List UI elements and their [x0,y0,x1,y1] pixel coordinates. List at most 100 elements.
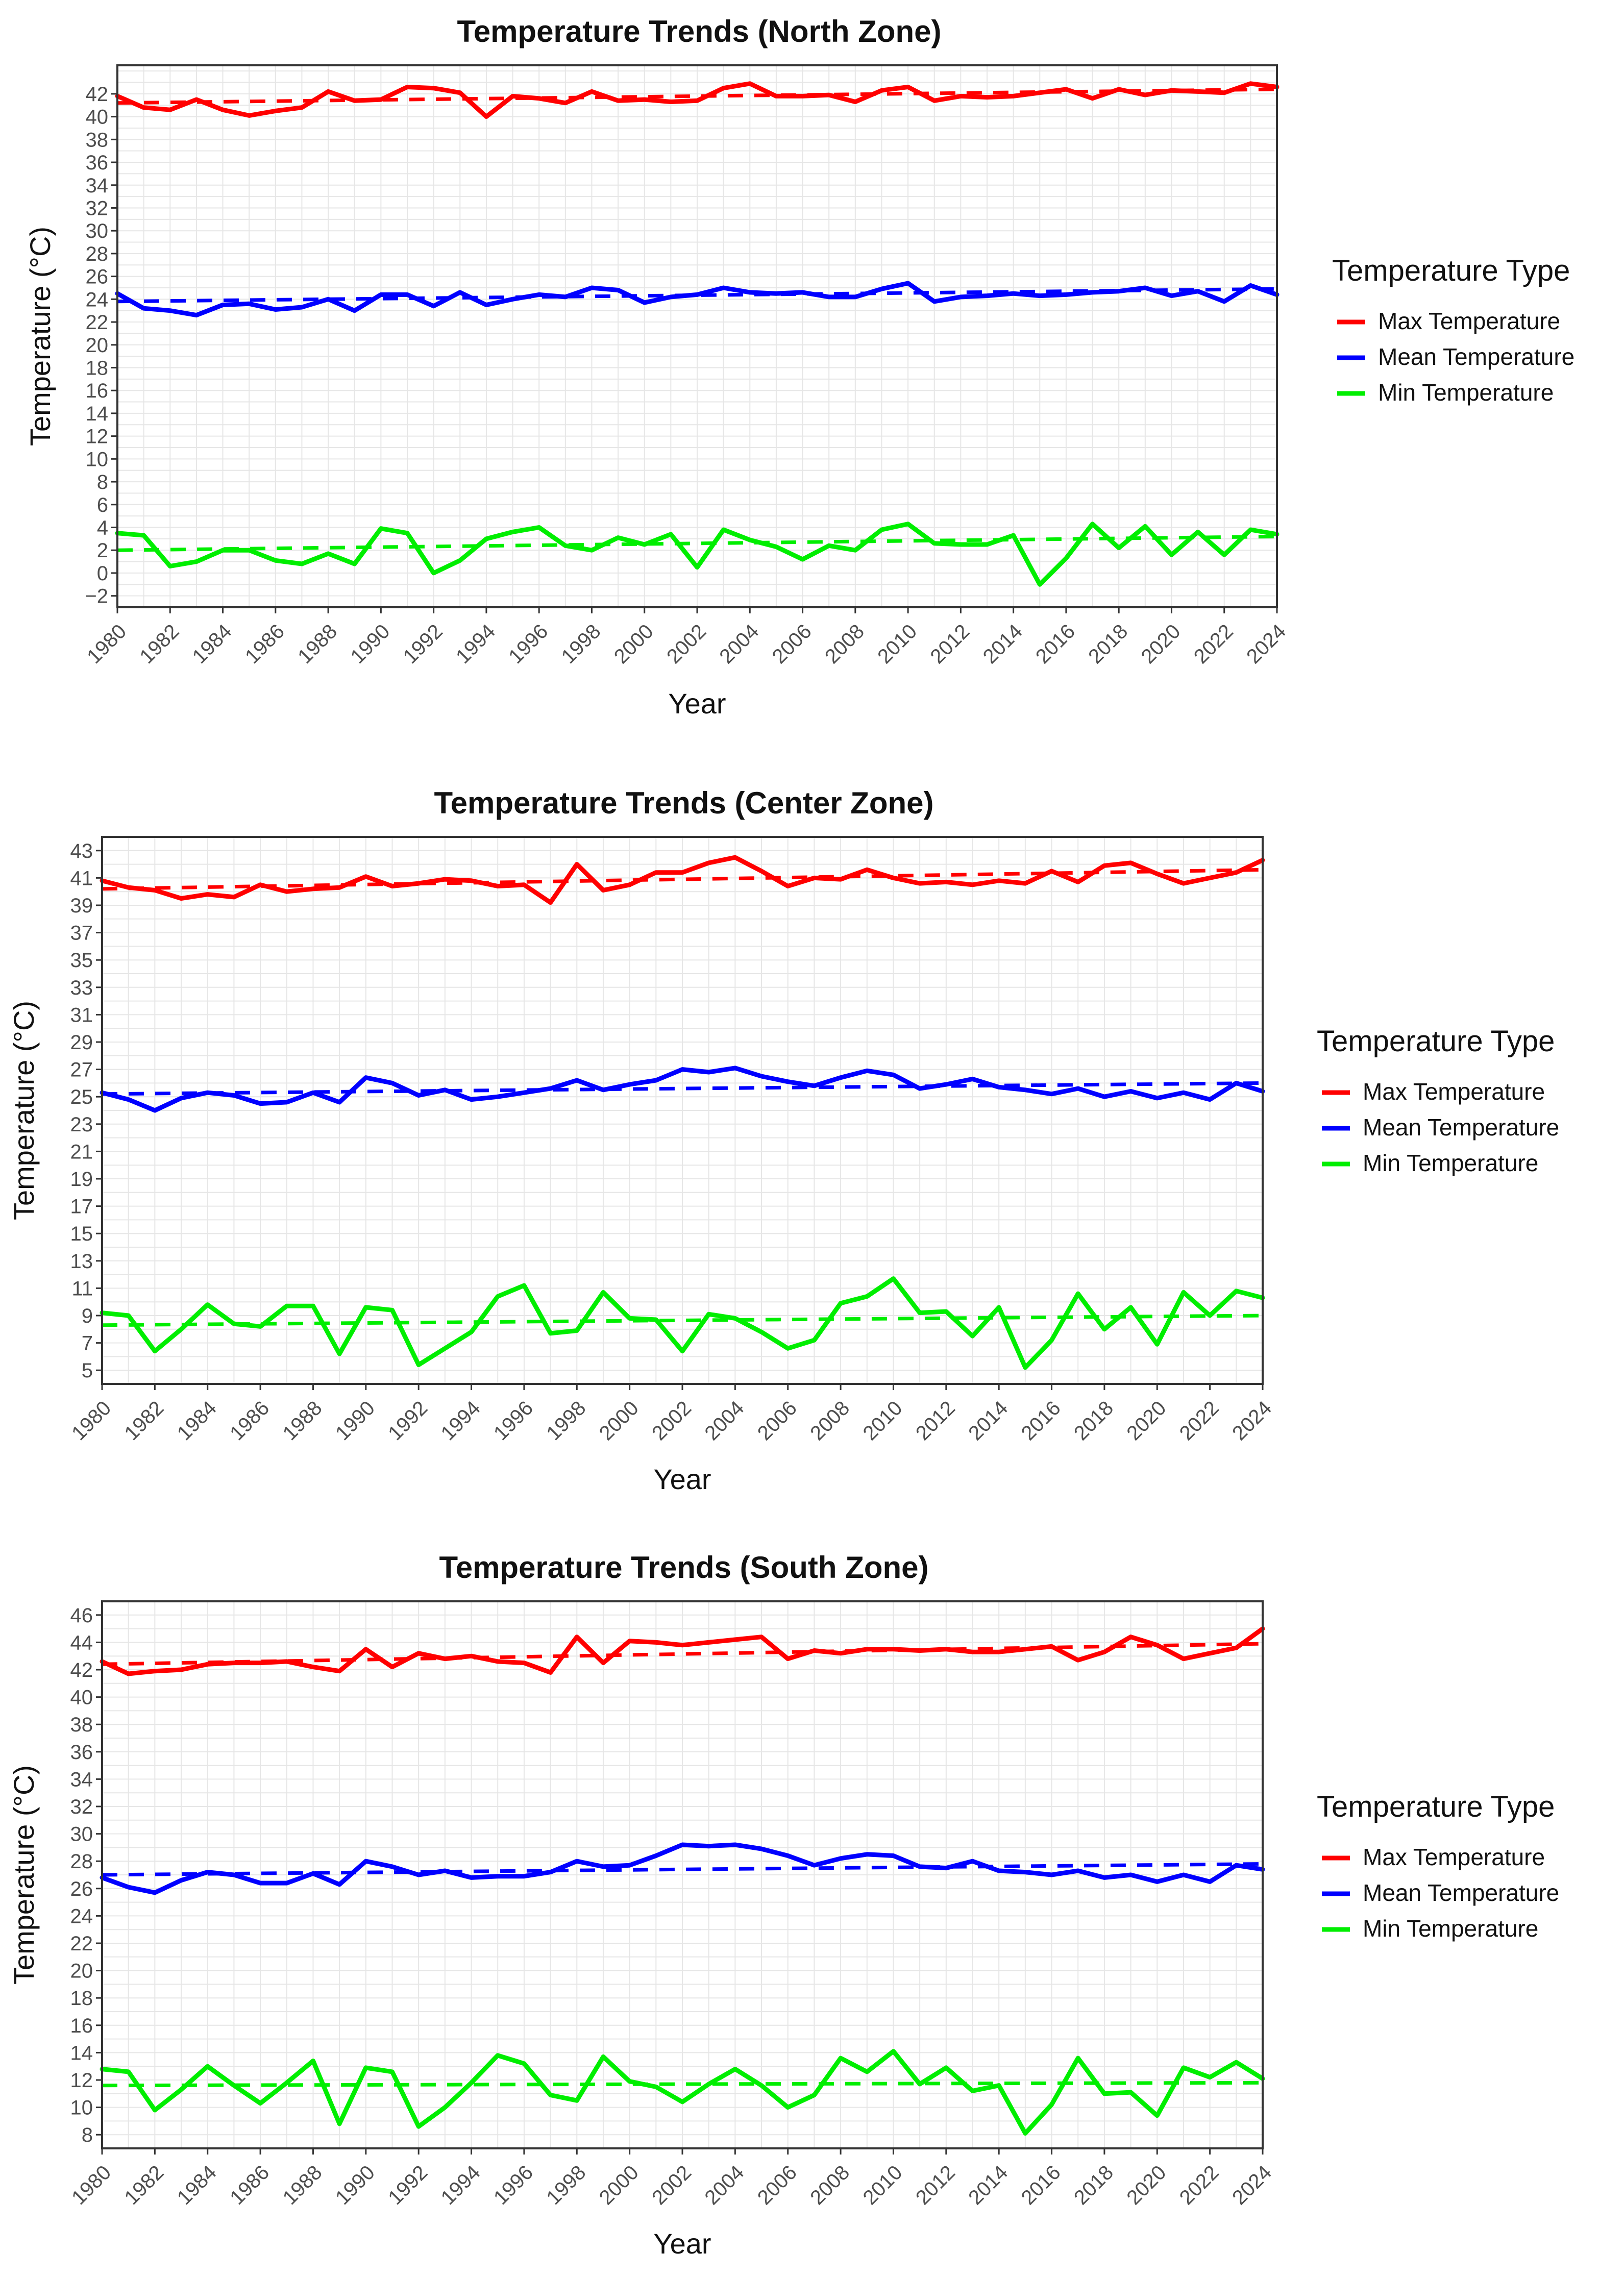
x-tick-label: 1982 [120,2161,168,2209]
y-tick-label: 34 [86,175,109,197]
series-line [115,281,1279,318]
x-tick-label: 2010 [873,620,921,668]
legend-label: Max Temperature [1363,1078,1545,1105]
y-tick-label: 42 [70,1659,93,1681]
x-tick-label: 1990 [346,620,394,668]
series-line [100,1842,1265,1895]
y-tick-label: 27 [70,1059,93,1081]
x-tick-label: 2022 [1175,2161,1223,2209]
x-tick-label: 2000 [610,620,658,668]
x-tick-label: 2002 [662,620,710,668]
y-tick-label: 20 [70,1960,93,1983]
y-tick-label: 40 [86,106,109,129]
y-tick-label: 32 [70,1796,93,1818]
y-tick-label: 30 [70,1823,93,1846]
x-axis-title: Year [653,1463,711,1495]
series-max [100,855,1265,905]
y-axis: 8 10 12 14 16 18 20 22 24 26 28 30 32 34 36 38 40 42 44 46 [70,1604,102,2146]
x-tick-label: 2014 [964,2161,1012,2209]
x-tick-label: 2014 [964,1397,1012,1445]
y-tick-label: 0 [97,562,108,585]
series-mean [100,1066,1265,1113]
x-tick-label: 1980 [67,1397,115,1445]
y-tick-label: 28 [70,1850,93,1873]
x-tick-label: 2016 [1031,620,1079,668]
chart-north: Temperature Trends (North Zone)−20246810… [24,14,1574,720]
trend-line [117,534,1277,552]
x-tick-label: 1990 [331,1397,379,1445]
series-line [100,1276,1265,1370]
trend-line [102,2081,1263,2088]
x-tick-label: 2012 [926,620,974,668]
x-axis: 1980 1982 1984 1986 1988 1990 1992 1994 1996 1998… [67,2148,1276,2209]
x-tick-label: 1992 [384,2161,432,2209]
x-tick-label: 1990 [331,2161,379,2209]
x-tick-label: 1984 [173,2161,221,2209]
x-tick-label: 2022 [1190,620,1238,668]
y-tick-label: 36 [86,152,109,174]
series-mean [100,1842,1265,1895]
legend-label: Max Temperature [1378,308,1560,334]
x-tick-label: 2010 [859,1397,907,1445]
x-tick-label: 2006 [753,1397,801,1445]
x-tick-label: 2006 [753,2161,801,2209]
x-tick-label: 2000 [595,1397,643,1445]
x-tick-label: 1986 [241,620,289,668]
y-axis-title: Temperature (°C) [8,1001,40,1220]
y-tick-label: 18 [70,1987,93,2010]
chart-south: Temperature Trends (South Zone) 8 10 12 14 16… [8,1550,1559,2260]
x-tick-label: 2016 [1017,2161,1065,2209]
y-tick-label: 23 [70,1113,93,1136]
y-tick-label: 5 [82,1359,93,1382]
x-tick-label: 1982 [135,620,183,668]
x-tick-label: 2006 [768,620,816,668]
x-tick-label: 2002 [648,1397,696,1445]
y-tick-label: 9 [82,1305,93,1327]
legend-label: Min Temperature [1363,1915,1538,1942]
y-axis-title: Temperature (°C) [24,227,56,446]
x-tick-label: 1994 [437,1397,485,1445]
x-axis-title: Year [653,2227,711,2260]
x-tick-label: 2016 [1017,1397,1065,1445]
y-tick-label: 46 [70,1604,93,1627]
y-tick-label: 16 [86,380,109,402]
y-tick-label: 12 [70,2069,93,2092]
y-axis: −202468101214161820222426283032343638404… [85,83,117,608]
y-tick-label: 42 [86,83,109,106]
y-tick-label: 22 [86,311,109,334]
legend-label: Mean Temperature [1363,1879,1559,1906]
legend-title: Temperature Type [1317,1025,1555,1058]
x-tick-label: 2018 [1084,620,1132,668]
y-tick-label: 32 [86,197,109,219]
trend-line [102,1314,1263,1327]
x-tick-label: 2008 [806,2161,854,2209]
legend-label: Min Temperature [1378,379,1554,406]
series-line [100,1066,1265,1113]
legend: Temperature Type Max Temperature Mean Temp… [1317,1025,1559,1176]
x-tick-label: 2024 [1228,1397,1276,1445]
trend-line [117,287,1277,304]
y-tick-label: 8 [82,2124,93,2146]
y-tick-label: 17 [70,1196,93,1218]
trend-line [102,1081,1263,1096]
x-tick-label: 1996 [489,2161,537,2209]
x-tick-label: 2004 [700,2161,748,2209]
x-tick-label: 1988 [279,2161,327,2209]
y-tick-label: 22 [70,1933,93,1955]
x-tick-label: 1998 [557,620,605,668]
x-tick-label: 1986 [226,1397,274,1445]
y-tick-label: 10 [86,448,109,471]
chart-title: Temperature Trends (Center Zone) [434,786,933,820]
x-tick-label: 1984 [173,1397,221,1445]
y-tick-label: 15 [70,1223,93,1245]
y-tick-label: 44 [70,1631,93,1654]
x-tick-label: 2018 [1070,2161,1118,2209]
x-tick-label: 1994 [452,620,500,668]
trend-line [117,87,1277,105]
x-axis: 1980 1982 1984 1986 1988 1990 1992 1994 1996 1998… [67,1384,1276,1445]
y-tick-label: 21 [70,1141,93,1163]
series-line [115,522,1279,587]
y-tick-label: 13 [70,1250,93,1273]
y-tick-label: −2 [85,585,108,608]
y-tick-label: 2 [97,539,108,562]
